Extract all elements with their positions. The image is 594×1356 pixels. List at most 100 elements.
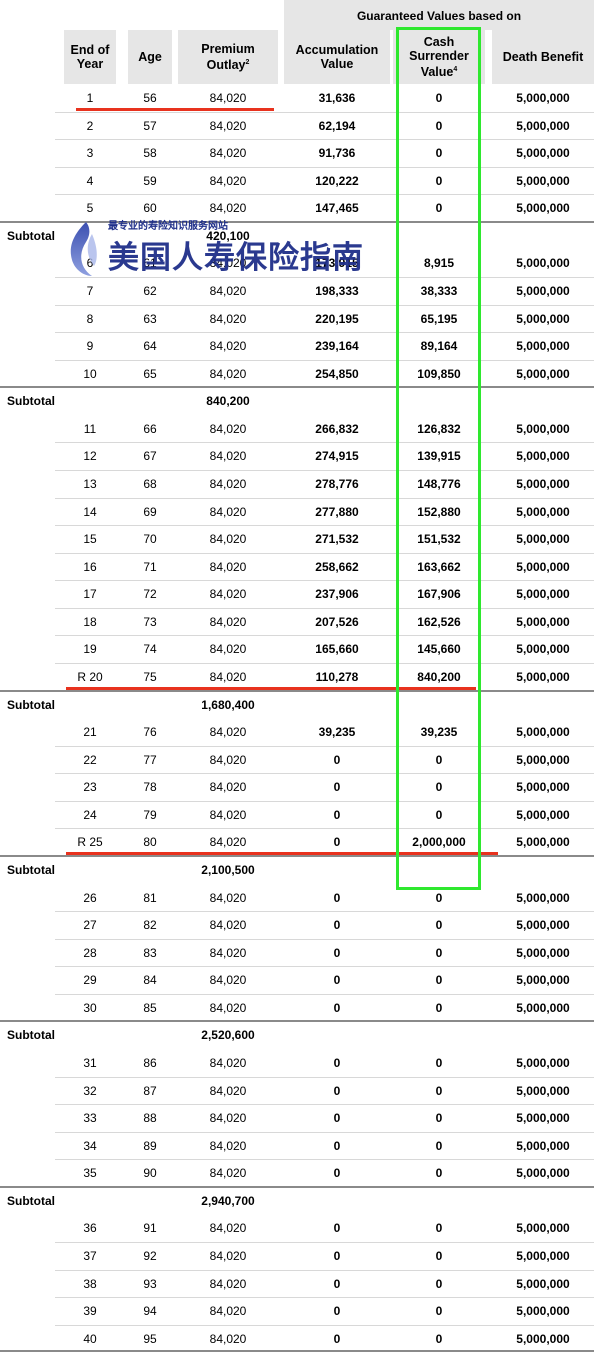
cell-age: 57 [143, 119, 157, 133]
cell-end-of-year: 15 [83, 532, 97, 546]
cell-age: 72 [143, 587, 157, 601]
cell-accumulation-value: 277,880 [315, 505, 359, 519]
cell-end-of-year: 30 [83, 1001, 97, 1015]
cell-age: 71 [143, 560, 157, 574]
cell-cash-surrender-value: 89,164 [420, 339, 458, 353]
row-divider [55, 939, 594, 940]
cell-death-benefit: 5,000,000 [516, 1056, 570, 1070]
subtotal-value: 2,100,500 [201, 863, 255, 877]
cell-cash-surrender-value: 0 [435, 1139, 443, 1153]
cell-cash-surrender-value: 0 [435, 1001, 443, 1015]
cell-cash-surrender-value: 0 [435, 201, 443, 215]
cell-death-benefit: 5,000,000 [516, 146, 570, 160]
header-line: End of [70, 43, 110, 57]
row-divider [55, 608, 594, 609]
cell-premium-outlay: 84,020 [209, 1304, 247, 1318]
cell-end-of-year: 18 [83, 615, 97, 629]
cell-cash-surrender-value: 0 [435, 1277, 443, 1291]
row-divider [55, 360, 594, 361]
footnote-marker: 4 [453, 65, 458, 73]
subtotal-label: Subtotal [7, 698, 55, 712]
cell-death-benefit: 5,000,000 [516, 753, 570, 767]
red-underline-annotation [76, 108, 274, 111]
cell-premium-outlay: 84,020 [209, 946, 247, 960]
cell-premium-outlay: 84,020 [209, 1277, 247, 1291]
cell-cash-surrender-value: 0 [435, 891, 443, 905]
row-divider [55, 1270, 594, 1271]
cell-accumulation-value: 165,660 [315, 642, 359, 656]
cell-age: 59 [143, 174, 157, 188]
row-divider [55, 305, 594, 306]
cell-age: 65 [143, 367, 157, 381]
cell-death-benefit: 5,000,000 [516, 91, 570, 105]
cell-end-of-year: R 20 [77, 670, 103, 684]
cell-premium-outlay: 84,020 [209, 1056, 247, 1070]
row-divider [55, 139, 594, 140]
section-divider [0, 386, 594, 388]
table-row: 9 64 84,020 239,164 89,164 5,000,000 [0, 332, 594, 360]
cell-end-of-year: 10 [83, 367, 97, 381]
cell-age: 60 [143, 201, 157, 215]
header-line: Death Benefit [502, 50, 584, 64]
cell-age: 94 [143, 1304, 157, 1318]
cell-premium-outlay: 84,020 [209, 201, 247, 215]
table-row: 29 84 84,020 0 0 5,000,000 [0, 966, 594, 994]
cell-death-benefit: 5,000,000 [516, 1277, 570, 1291]
header-age: Age [128, 30, 172, 84]
cell-premium-outlay: 84,020 [209, 284, 247, 298]
cell-death-benefit: 5,000,000 [516, 532, 570, 546]
section-divider [0, 1020, 594, 1022]
cell-end-of-year: 32 [83, 1084, 97, 1098]
cell-death-benefit: 5,000,000 [516, 642, 570, 656]
cell-age: 91 [143, 1221, 157, 1235]
cell-end-of-year: 4 [86, 174, 94, 188]
row-divider [55, 194, 594, 195]
table-row: 21 76 84,020 39,235 39,235 5,000,000 [0, 718, 594, 746]
header-premium-outlay: Premium Outlay2 [178, 30, 278, 84]
cell-premium-outlay: 84,020 [209, 753, 247, 767]
cell-cash-surrender-value: 0 [435, 1221, 443, 1235]
cell-premium-outlay: 84,020 [209, 835, 247, 849]
row-divider [55, 911, 594, 912]
cell-age: 58 [143, 146, 157, 160]
cell-accumulation-value: 147,465 [315, 201, 359, 215]
cell-accumulation-value: 254,850 [315, 367, 359, 381]
cell-accumulation-value: 120,222 [315, 174, 359, 188]
cell-accumulation-value: 0 [333, 1166, 341, 1180]
table-row: 37 92 84,020 0 0 5,000,000 [0, 1242, 594, 1270]
header-line: Outlay2 [206, 58, 250, 73]
cell-age: 81 [143, 891, 157, 905]
cell-cash-surrender-value: 0 [435, 1304, 443, 1318]
subtotal-value: 1,680,400 [201, 698, 255, 712]
cell-accumulation-value: 220,195 [315, 312, 359, 326]
cell-cash-surrender-value: 8,915 [423, 256, 455, 270]
subtotal-value: 840,200 [206, 394, 250, 408]
cell-death-benefit: 5,000,000 [516, 725, 570, 739]
table-row: 1 56 84,020 31,636 0 5,000,000 [0, 84, 594, 112]
table-row: 30 85 84,020 0 0 5,000,000 [0, 994, 594, 1022]
cell-age: 82 [143, 918, 157, 932]
row-divider [55, 553, 594, 554]
cell-end-of-year: 17 [83, 587, 97, 601]
table-row: 33 88 84,020 0 0 5,000,000 [0, 1104, 594, 1132]
cell-premium-outlay: 84,020 [209, 973, 247, 987]
cell-end-of-year: 11 [83, 422, 97, 436]
table-row: 2 57 84,020 62,194 0 5,000,000 [0, 112, 594, 140]
cell-death-benefit: 5,000,000 [516, 505, 570, 519]
subtotal-label: Subtotal [7, 229, 55, 243]
cell-accumulation-value: 31,636 [318, 91, 356, 105]
cell-premium-outlay: 84,020 [209, 449, 247, 463]
cell-accumulation-value: 0 [333, 780, 341, 794]
cell-death-benefit: 5,000,000 [516, 1221, 570, 1235]
cell-end-of-year: 14 [83, 505, 97, 519]
cell-age: 87 [143, 1084, 157, 1098]
table-row: 16 71 84,020 258,662 163,662 5,000,000 [0, 553, 594, 581]
cell-cash-surrender-value: 145,660 [417, 642, 461, 656]
row-divider [55, 773, 594, 774]
cell-age: 77 [143, 753, 157, 767]
cell-cash-surrender-value: 39,235 [420, 725, 458, 739]
cell-cash-surrender-value: 0 [435, 1111, 443, 1125]
cell-premium-outlay: 84,020 [209, 780, 247, 794]
cell-cash-surrender-value: 0 [435, 918, 443, 932]
